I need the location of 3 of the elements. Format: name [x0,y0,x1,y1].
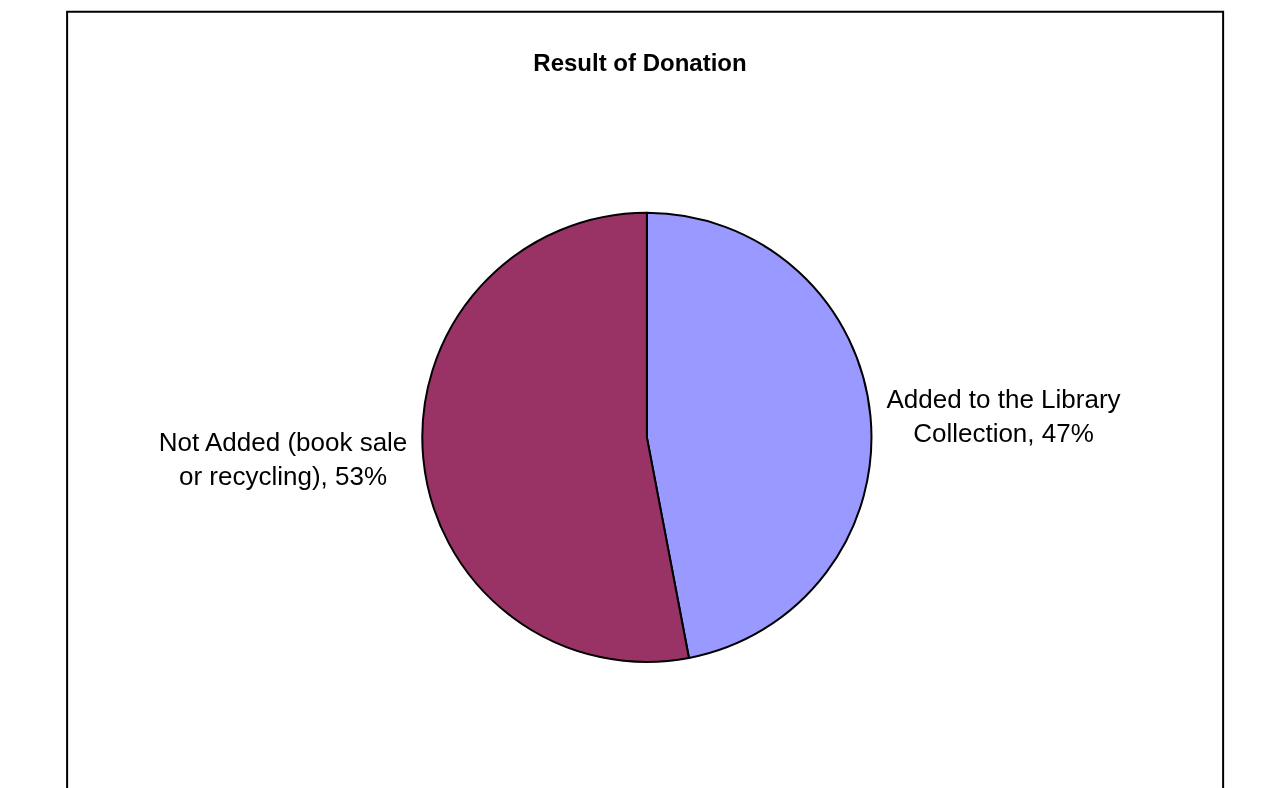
slice-label: Added to the Library Collection, 47% [886,384,1121,448]
slice-label: Not Added (book sale or recycling), 53% [158,426,408,491]
chart-title: Result of Donation [533,49,747,77]
